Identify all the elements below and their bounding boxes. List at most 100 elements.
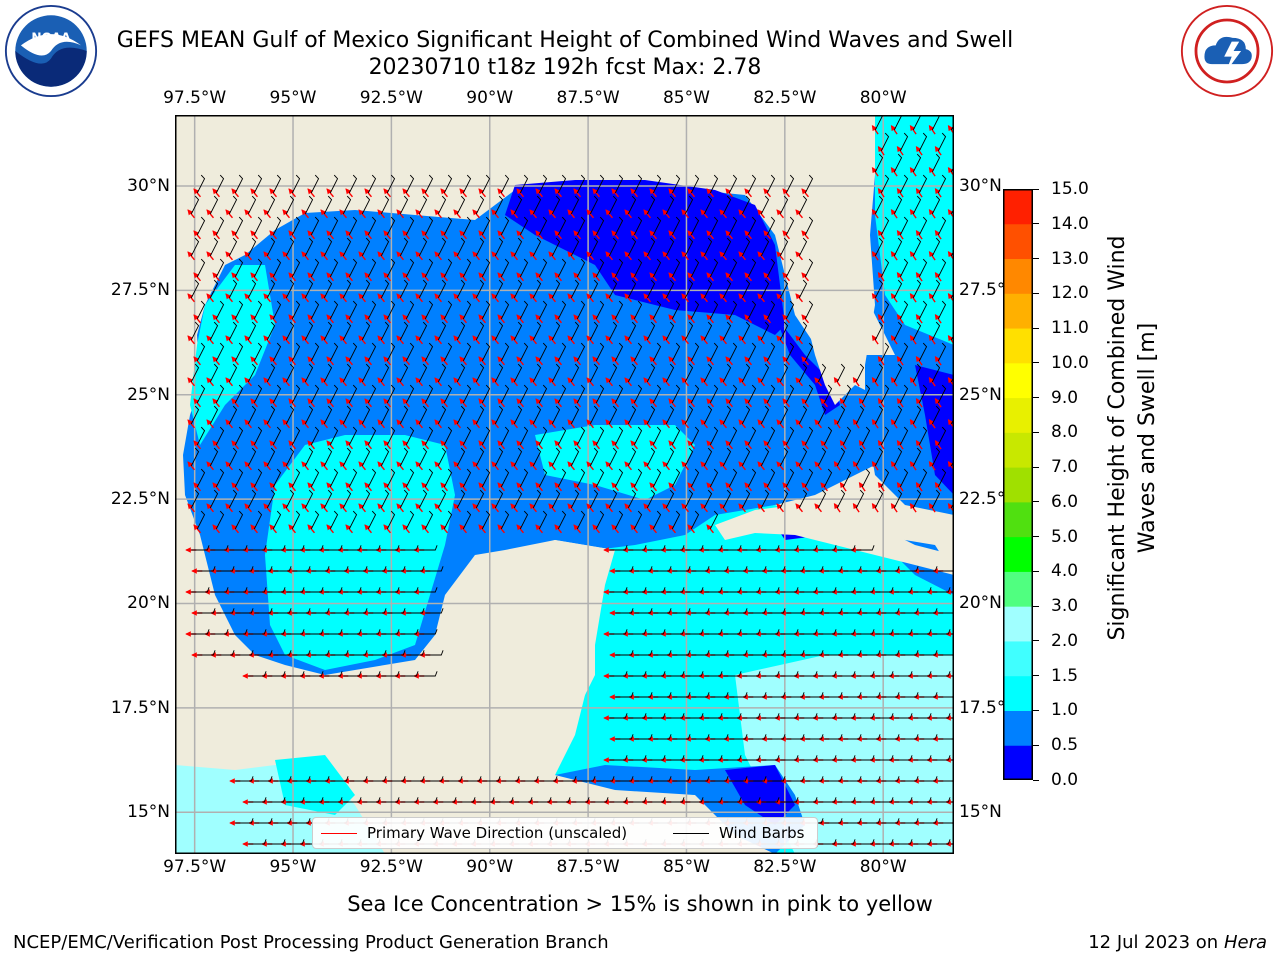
wind-barb bbox=[342, 321, 352, 341]
wave-arrow bbox=[345, 188, 354, 198]
wave-arrow bbox=[402, 398, 411, 408]
wind-barb bbox=[785, 258, 795, 278]
wind-barb bbox=[424, 174, 434, 194]
wind-barb bbox=[513, 237, 523, 257]
wind-barb bbox=[709, 300, 719, 320]
wind-barb bbox=[576, 468, 586, 488]
wind-barb bbox=[323, 321, 333, 341]
wave-arrow bbox=[345, 398, 354, 408]
wave-arrow bbox=[345, 440, 354, 450]
wind-barb bbox=[912, 447, 922, 467]
wind-barb bbox=[608, 447, 618, 467]
wind-barb bbox=[918, 468, 928, 488]
wave-arrow bbox=[250, 356, 259, 366]
wind-barb bbox=[348, 174, 358, 194]
wind-barb bbox=[798, 237, 808, 257]
wind-barb bbox=[703, 489, 713, 509]
wind-barb bbox=[215, 426, 225, 446]
wind-barb bbox=[747, 216, 757, 236]
wind-barb bbox=[513, 489, 523, 509]
wind-barb bbox=[614, 468, 624, 488]
wave-arrow bbox=[301, 503, 310, 513]
wind-barb bbox=[348, 426, 358, 446]
wave-arrow bbox=[193, 482, 202, 492]
wave-arrow bbox=[415, 419, 424, 429]
colorbar-tick-mark bbox=[1033, 640, 1039, 642]
wind-barb bbox=[703, 405, 713, 425]
colorbar-tick-label: 9.0 bbox=[1051, 387, 1079, 408]
wind-barb bbox=[475, 489, 485, 509]
wind-barb bbox=[874, 237, 884, 257]
wind-barb bbox=[671, 426, 681, 446]
wave-arrow bbox=[307, 356, 316, 366]
wave-arrow bbox=[307, 524, 316, 534]
wind-barb bbox=[937, 258, 947, 278]
wind-barb bbox=[741, 363, 751, 383]
colorbar-bin bbox=[1003, 606, 1033, 642]
wave-arrow bbox=[244, 461, 253, 471]
wind-barb bbox=[614, 426, 624, 446]
lon-tick-top: 82.5°W bbox=[753, 88, 817, 108]
wind-barb bbox=[386, 426, 396, 446]
wind-barb bbox=[215, 216, 225, 236]
wind-barb bbox=[405, 384, 415, 404]
wind-barb bbox=[475, 405, 485, 425]
wind-barb bbox=[652, 342, 662, 362]
wave-arrow bbox=[339, 419, 348, 429]
lon-tick-top: 85°W bbox=[662, 88, 710, 108]
wind-barb bbox=[899, 342, 909, 362]
wind-barb bbox=[728, 174, 738, 194]
wind-barb bbox=[557, 174, 567, 194]
wave-arrow bbox=[377, 461, 386, 471]
wind-barb bbox=[836, 363, 846, 383]
wind-barb bbox=[684, 405, 694, 425]
wind-barb bbox=[304, 363, 314, 383]
colorbar-tick-label: 10.0 bbox=[1051, 352, 1089, 373]
colorbar-tick-mark bbox=[1033, 362, 1039, 364]
wind-barb bbox=[595, 258, 605, 278]
colorbar-bin bbox=[1003, 675, 1033, 711]
wave-arrow bbox=[421, 482, 430, 492]
wind-barb bbox=[266, 363, 276, 383]
wind-barb bbox=[627, 195, 637, 215]
wind-barb bbox=[804, 300, 814, 320]
wind-barb bbox=[874, 405, 884, 425]
wind-barb bbox=[291, 258, 301, 278]
colorbar-label: Significant Height of Combined Wind Wave… bbox=[1105, 235, 1160, 641]
wind-barb bbox=[196, 216, 206, 236]
lon-tick-top: 97.5°W bbox=[163, 88, 227, 108]
wave-arrow bbox=[269, 230, 278, 240]
wind-barb bbox=[304, 279, 314, 299]
colorbar-bin bbox=[1003, 432, 1033, 468]
wind-barb bbox=[785, 426, 795, 446]
lon-tick-top: 87.5°W bbox=[556, 88, 620, 108]
wind-barb bbox=[633, 342, 643, 362]
wind-barb bbox=[437, 447, 447, 467]
wind-barb bbox=[589, 237, 599, 257]
wind-barb bbox=[576, 174, 586, 194]
wind-barb bbox=[671, 258, 681, 278]
wind-barb bbox=[741, 321, 751, 341]
wind-barb bbox=[248, 545, 267, 551]
wind-barb bbox=[304, 321, 314, 341]
wind-barb bbox=[209, 195, 219, 215]
wind-barb bbox=[652, 300, 662, 320]
colorbar-bin bbox=[1003, 571, 1033, 607]
wind-barb bbox=[937, 468, 947, 488]
wind-barb bbox=[215, 468, 225, 488]
wave-arrow bbox=[193, 356, 202, 366]
wind-barb bbox=[209, 279, 219, 299]
wind-barb bbox=[215, 258, 225, 278]
wind-barb bbox=[785, 342, 795, 362]
wind-barb bbox=[880, 426, 890, 446]
wind-barb bbox=[690, 174, 700, 194]
wave-arrow bbox=[193, 230, 202, 240]
wind-barb bbox=[462, 174, 472, 194]
wind-barb bbox=[228, 279, 238, 299]
wind-barb bbox=[234, 174, 244, 194]
wave-arrow bbox=[193, 440, 202, 450]
wind-barb bbox=[538, 468, 548, 488]
wind-barb bbox=[304, 237, 314, 257]
wave-arrow bbox=[307, 230, 316, 240]
wind-barb bbox=[931, 195, 941, 215]
